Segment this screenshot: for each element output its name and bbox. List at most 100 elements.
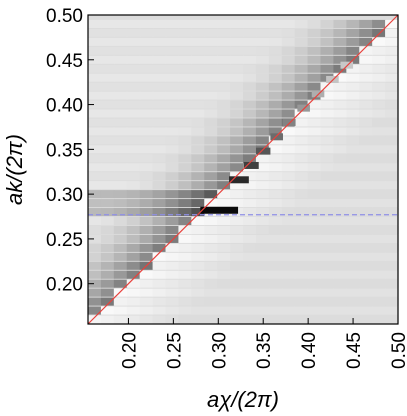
heatmap-peak-cell — [311, 90, 325, 98]
heatmap-cell — [281, 216, 296, 226]
heatmap-cell — [268, 28, 283, 37]
heatmap-cell — [191, 199, 205, 208]
heatmap-cell — [178, 163, 192, 172]
heatmap-cell — [281, 261, 296, 270]
heatmap-cell — [294, 145, 309, 154]
heatmap-cell — [346, 28, 360, 37]
heatmap-cell — [281, 82, 296, 91]
heatmap-cell — [165, 109, 180, 118]
heatmap-cell — [152, 181, 167, 190]
heatmap-cell — [217, 136, 231, 145]
heatmap-cell — [346, 225, 360, 234]
heatmap-cell — [346, 279, 360, 288]
heatmap-cell — [139, 181, 154, 190]
heatmap-cell — [230, 127, 244, 136]
heatmap-cell — [268, 315, 283, 324]
heatmap-cell — [126, 55, 141, 64]
heatmap-cell — [126, 127, 141, 136]
heatmap-cell — [243, 315, 257, 324]
heatmap-cell — [113, 190, 128, 199]
heatmap-cell — [359, 37, 373, 46]
heatmap-cell — [191, 154, 205, 163]
heatmap-cell — [230, 145, 244, 154]
heatmap-cell — [178, 37, 192, 46]
heatmap-cell — [100, 28, 115, 37]
heatmap-cell — [126, 109, 141, 118]
heatmap-cell — [320, 82, 335, 91]
heatmap-cell — [178, 208, 192, 217]
heatmap-cell — [126, 73, 141, 82]
heatmap-cell — [178, 172, 192, 181]
heatmap-cell — [204, 163, 218, 172]
heatmap-cell — [152, 315, 167, 324]
heatmap-cell — [333, 261, 347, 270]
heatmap-cell — [217, 199, 231, 208]
heatmap-cell — [230, 216, 244, 226]
heatmap-cell — [255, 136, 270, 145]
heatmap-cell — [294, 270, 309, 279]
heatmap-cell — [88, 145, 102, 154]
heatmap-cell — [359, 46, 373, 55]
heatmap-cell — [204, 28, 218, 37]
heatmap-cell — [178, 297, 192, 306]
heatmap-cell — [281, 46, 296, 55]
heatmap-cell — [88, 64, 102, 73]
heatmap-cell — [346, 306, 360, 315]
heatmap-cell — [152, 73, 167, 82]
heatmap-cell — [230, 163, 244, 172]
heatmap-cell — [100, 118, 115, 127]
heatmap-cell — [294, 208, 309, 217]
heatmap-cell — [320, 55, 335, 64]
heatmap-cell — [243, 190, 257, 199]
heatmap-cell — [385, 28, 399, 37]
heatmap-cell — [333, 306, 347, 315]
heatmap-cell — [204, 225, 218, 234]
heatmap-cell — [100, 199, 115, 208]
heatmap-cell — [359, 19, 373, 28]
heatmap-cell — [333, 100, 347, 109]
heatmap-cell — [152, 136, 167, 145]
heatmap-cell — [385, 225, 399, 234]
heatmap-cell — [307, 46, 322, 55]
heatmap-cell — [243, 208, 257, 217]
heatmap-cell — [126, 118, 141, 127]
heatmap-cell — [268, 82, 283, 91]
heatmap-cell — [152, 145, 167, 154]
heatmap-cell — [217, 91, 231, 100]
heatmap-cell — [178, 73, 192, 82]
heatmap-cell — [88, 243, 102, 252]
heatmap-cell — [333, 37, 347, 46]
heatmap-cell — [281, 208, 296, 217]
heatmap-cell — [281, 252, 296, 261]
heatmap-cell — [191, 252, 205, 261]
heatmap-cell — [204, 100, 218, 109]
heatmap-cell — [294, 82, 309, 91]
heatmap-cell — [359, 216, 373, 226]
heatmap-cell — [268, 297, 283, 306]
heatmap-cell — [165, 225, 180, 234]
heatmap-cell — [100, 216, 115, 226]
heatmap-cell — [88, 297, 102, 306]
heatmap-cell — [372, 252, 386, 261]
heatmap-cell — [268, 199, 283, 208]
y-tick-label: 0.45 — [46, 51, 83, 72]
heatmap-cell — [113, 315, 128, 324]
heatmap-cell — [230, 82, 244, 91]
heatmap-cell — [255, 181, 270, 190]
heatmap-peak-cell — [200, 206, 239, 214]
y-tick-label: 0.50 — [46, 6, 83, 27]
heatmap-cell — [268, 118, 283, 127]
heatmap-cell — [230, 136, 244, 145]
heatmap-cell — [126, 279, 141, 288]
heatmap-cell — [204, 154, 218, 163]
heatmap-cell — [255, 279, 270, 288]
heatmap-cell — [100, 55, 115, 64]
heatmap-cell — [333, 297, 347, 306]
heatmap-cell — [243, 127, 257, 136]
heatmap-cell — [281, 288, 296, 297]
heatmap-cell — [178, 91, 192, 100]
heatmap-cell — [88, 19, 102, 28]
heatmap-cell — [255, 306, 270, 315]
heatmap-cell — [152, 297, 167, 306]
heatmap-cell — [294, 109, 309, 118]
